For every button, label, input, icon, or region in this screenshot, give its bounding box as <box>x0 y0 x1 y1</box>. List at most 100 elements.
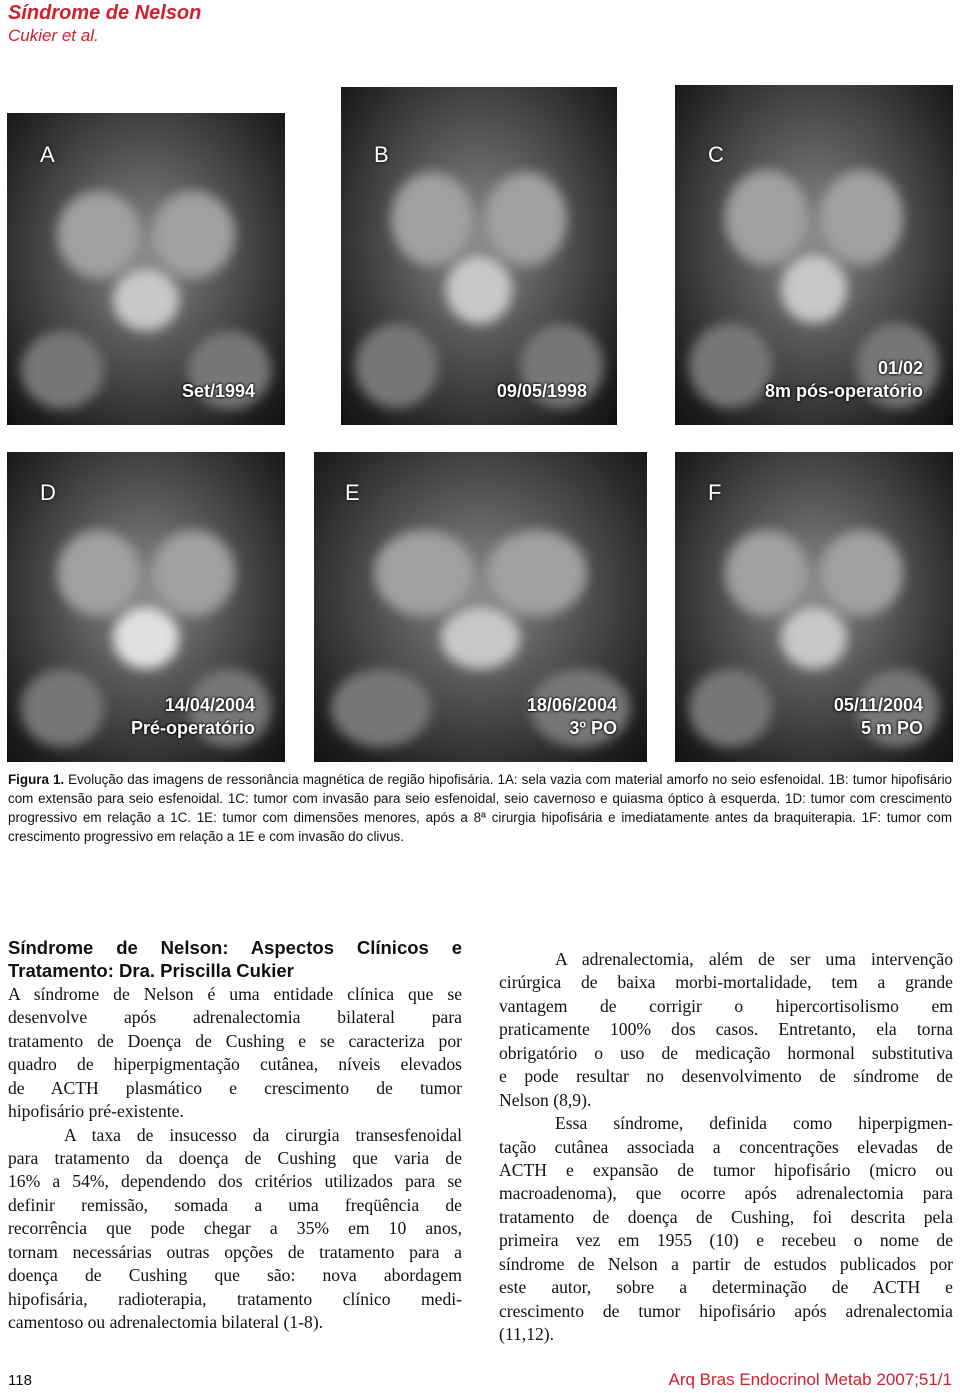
text-line: vantagem de corrigir o hipercortisolismo… <box>499 995 953 1016</box>
running-title: Síndrome de Nelson <box>8 2 202 24</box>
panel-letter: A <box>40 142 55 167</box>
figure-caption: Figura 1. Evolução das imagens de resson… <box>8 770 952 846</box>
text-line: tratamento de Doença de Cushing e se car… <box>8 1030 462 1051</box>
tissue <box>354 323 438 409</box>
text-line: quadro de hiperpigmentação cutânea, níve… <box>8 1054 462 1075</box>
text-line: Essa síndrome, definida como hiperpigmen… <box>555 1113 953 1134</box>
panel-label: 5 m PO <box>860 718 923 738</box>
panel-letter: C <box>708 142 724 167</box>
tissue <box>440 607 521 669</box>
tissue <box>373 529 474 617</box>
text-line: hipofisária, radioterapia, tratamento cl… <box>8 1288 462 1309</box>
text-line: crescimento de tumor hipofisário após ad… <box>499 1300 953 1321</box>
text-line: síndrome de Nelson a partir de estudos p… <box>499 1253 953 1274</box>
text-line: ACTH e expansão de tumor hipofisário (mi… <box>499 1159 953 1180</box>
panel-letter: D <box>40 480 56 505</box>
panel-letter: F <box>708 480 722 505</box>
tissue <box>487 529 588 617</box>
tissue <box>819 529 903 617</box>
tissue <box>725 170 809 266</box>
tissue <box>688 323 773 408</box>
tissue <box>780 255 848 323</box>
text-line: e pode resultar no desenvolvimento de sí… <box>499 1066 953 1087</box>
mri-image: A Set/1994 <box>7 113 285 425</box>
tissue <box>855 669 940 747</box>
panel-label: Set/1994 <box>181 381 255 401</box>
mri-image: E 18/06/2004 3º PO <box>314 452 647 762</box>
panel-date: 18/06/2004 3º PO <box>527 694 617 740</box>
tissue <box>151 529 235 617</box>
tissue <box>20 669 105 747</box>
panel-date: 01/02 8m pós-operatório <box>765 357 923 403</box>
tissue <box>112 607 180 669</box>
journal-citation: Arq Bras Endocrinol Metab 2007;51/1 <box>668 1370 952 1389</box>
panel-date: 14/04/2004 Pré-operatório <box>131 694 255 740</box>
panel-date: 09/05/1998 <box>497 380 587 403</box>
page-number: 118 <box>8 1372 32 1389</box>
panel-label: 09/05/1998 <box>496 381 587 401</box>
text-line: recorrência que pode chegar a 35% em 10 … <box>8 1218 462 1239</box>
tissue <box>688 669 773 747</box>
text-line: este autor, sobre a determinação de ACTH… <box>499 1277 953 1298</box>
tissue <box>725 529 809 617</box>
tissue <box>484 171 568 267</box>
panel-label: 18/06/2004 <box>526 695 617 715</box>
right-column: A adrenalectomia, além de ser uma interv… <box>499 948 953 1346</box>
text-line: hipofisário pré-existente. <box>8 1101 184 1122</box>
text-line: A taxa de insucesso da cirurgia transesf… <box>64 1124 462 1145</box>
tissue <box>57 529 141 617</box>
tissue <box>151 191 235 279</box>
mri-image: F 05/11/2004 5 m PO <box>675 452 953 762</box>
tissue <box>20 331 105 410</box>
text-line: tratamento de doença de Cushing, foi des… <box>499 1206 953 1227</box>
panel-date: 05/11/2004 5 m PO <box>834 694 923 740</box>
tissue <box>57 191 141 279</box>
tissue <box>187 669 272 747</box>
mri-image: D 14/04/2004 Pré-operatório <box>7 452 285 762</box>
tissue <box>330 669 431 747</box>
mri-image: C 01/02 8m pós-operatório <box>675 85 953 425</box>
text-line: macroadenoma), que ocorre após adrenalec… <box>499 1183 953 1204</box>
text-line: camentoso ou adrenalectomia bilateral (1… <box>8 1312 324 1332</box>
text-line: obrigatório o uso de medicação hormonal … <box>499 1042 953 1063</box>
tissue <box>780 607 848 669</box>
text-line: definir remissão, somada a uma freqüênci… <box>8 1194 462 1215</box>
tissue <box>445 256 513 324</box>
panel-label: 8m pós-operatório <box>764 381 923 401</box>
text-line: desenvolve após adrenalectomia bilateral… <box>8 1007 462 1028</box>
panel-label: Pré-operatório <box>130 718 255 738</box>
panel-label: 3º PO <box>569 718 617 738</box>
text-line: tação cutânea associada a concentrações … <box>499 1136 953 1157</box>
tissue <box>819 170 903 266</box>
section-heading: Tratamento: Dra. Priscilla Cukier <box>8 960 294 982</box>
tissue <box>187 331 272 410</box>
text-line: doença de Cushing que são: nova abordage… <box>8 1265 462 1286</box>
text-line: (11,12). <box>499 1324 555 1344</box>
running-authors: Cukier et al. <box>8 26 99 45</box>
tissue <box>855 323 940 408</box>
text-line: 16% a 54%, dependendo dos critérios util… <box>8 1171 462 1192</box>
panel-label: 05/11/2004 <box>833 695 923 715</box>
text-line: de ACTH plasmático e crescimento de tumo… <box>8 1077 462 1098</box>
caption-label: Figura 1. <box>8 772 65 787</box>
text-line: praticamente 100% dos casos. Entretanto,… <box>499 1019 953 1040</box>
panel-letter: E <box>345 480 360 505</box>
panel-date: Set/1994 <box>182 380 255 403</box>
panel-letter: B <box>374 142 389 167</box>
text-line: cirúrgica de baixa morbi-mortalidade, te… <box>499 972 953 993</box>
tissue <box>530 669 631 747</box>
caption-text: Evolução das imagens de ressonância magn… <box>8 772 952 844</box>
panel-label: 14/04/2004 <box>164 695 255 715</box>
tissue <box>390 171 474 267</box>
panel-label: 01/02 <box>877 358 923 378</box>
mri-image: B 09/05/1998 <box>341 87 617 425</box>
text-line: primeira vez em 1955 (10) e recebeu o no… <box>499 1230 953 1251</box>
tissue <box>112 269 180 332</box>
text-line: tornam necessárias outras opções de trat… <box>8 1241 462 1262</box>
text-line: Nelson (8,9). <box>499 1089 592 1110</box>
tissue <box>520 323 604 409</box>
section-heading: Síndrome de Nelson: Aspectos Clínicos e <box>8 937 462 958</box>
